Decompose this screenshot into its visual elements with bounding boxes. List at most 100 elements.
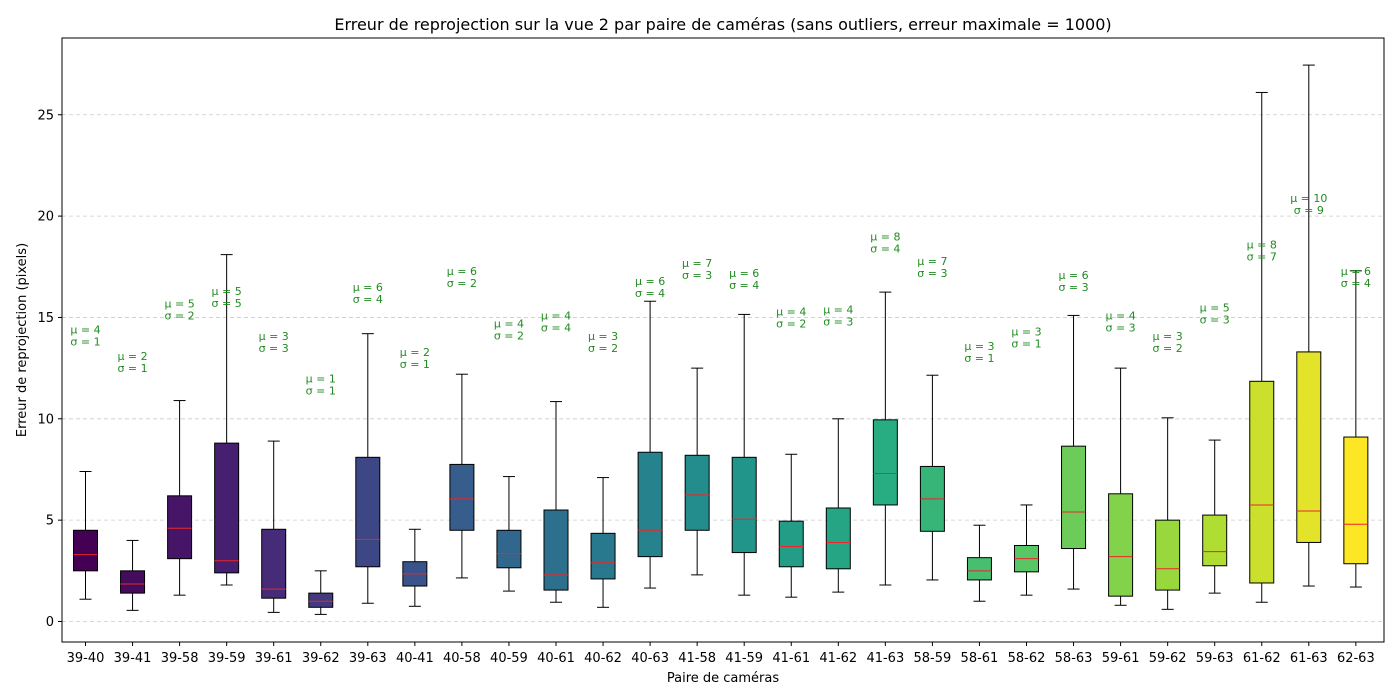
mean-label: μ = 6 [1058,269,1088,282]
x-tick-label: 40-62 [584,651,622,666]
mean-label: μ = 4 [70,324,100,337]
std-label: σ = 4 [541,322,571,335]
box-iqr [778,520,804,568]
box-39-62 [308,570,334,615]
x-tick-label: 41-63 [866,651,904,666]
box-iqr [966,557,992,581]
box-39-58 [167,400,193,596]
x-axis-label: Paire de caméras [667,671,779,686]
y-tick-label: 25 [37,108,54,123]
std-label: σ = 4 [729,279,759,292]
y-gridlines [62,114,1384,622]
mean-label: μ = 4 [823,303,853,316]
mean-label: μ = 4 [541,310,571,323]
box-iqr [1249,380,1275,584]
box-39-40 [73,471,98,600]
box-iqr [1108,493,1134,597]
mean-label: μ = 2 [117,350,147,363]
x-tick-label: 40-63 [631,651,669,666]
box-iqr [1155,519,1181,591]
x-tick-label: 39-61 [255,651,293,666]
x-tick-label: 39-59 [208,651,246,666]
x-tick-label: 59-63 [1196,651,1234,666]
box-iqr [214,442,240,574]
std-label: σ = 1 [70,336,100,349]
mean-label: μ = 4 [776,305,806,318]
mean-label: μ = 4 [1105,310,1135,323]
box-39-59 [214,254,240,586]
box-iqr [167,495,193,560]
x-tick-label: 58-59 [914,651,952,666]
std-label: σ = 1 [964,352,994,365]
box-41-59 [731,313,757,596]
x-axis: 39-40 39-41 39-58 39-59 39-61 39-62 39-63 40-41… [67,642,1375,666]
mean-label: μ = 4 [494,318,524,331]
box-61-63 [1296,64,1322,587]
box-iqr [449,463,475,531]
mean-label: μ = 3 [1153,330,1183,343]
mean-label: μ = 8 [1247,239,1277,252]
mean-label: μ = 3 [588,330,618,343]
y-tick-label: 0 [46,615,54,630]
x-tick-label: 41-61 [772,651,810,666]
box-58-62 [1014,504,1039,596]
box-iqr [684,454,710,531]
std-label: σ = 3 [1200,313,1230,326]
std-label: σ = 3 [259,342,289,355]
mean-label: μ = 1 [306,372,336,385]
x-tick-label: 40-61 [537,651,575,666]
box-iqr [308,592,334,608]
std-label: σ = 5 [212,297,242,310]
y-axis-label: Erreur de reprojection (pixels) [15,243,30,437]
x-tick-label: 59-61 [1102,651,1140,666]
box-41-58 [684,367,710,576]
box-58-63 [1061,314,1087,590]
box-iqr [637,451,663,558]
std-label: σ = 4 [353,293,383,306]
std-label: σ = 2 [776,317,806,330]
mean-label: μ = 6 [353,281,383,294]
y-tick-label: 20 [37,210,54,225]
box-41-63 [872,291,898,586]
y-tick-label: 5 [46,514,54,529]
std-label: σ = 1 [400,358,430,371]
x-tick-label: 39-41 [114,651,152,666]
x-tick-label: 41-58 [678,651,716,666]
std-label: σ = 2 [588,342,618,355]
boxes-layer [73,64,1369,615]
box-iqr [872,419,898,506]
box-59-63 [1202,439,1228,594]
box-40-41 [402,528,428,607]
box-iqr [120,570,146,594]
x-tick-label: 39-62 [302,651,340,666]
x-tick-label: 61-62 [1243,651,1281,666]
box-iqr [590,532,616,580]
x-tick-label: 40-41 [396,651,434,666]
box-iqr [731,456,757,554]
mean-label: μ = 6 [635,275,665,288]
box-iqr [543,509,569,591]
box-41-62 [825,418,851,593]
plot-area-frame [61,37,1385,643]
std-label: σ = 3 [1058,281,1088,294]
box-58-59 [919,374,945,581]
std-label: σ = 3 [823,315,853,328]
std-label: σ = 9 [1294,204,1324,217]
box-40-62 [590,477,616,608]
mean-label: μ = 3 [964,340,994,353]
std-label: σ = 2 [1153,342,1183,355]
box-59-62 [1155,417,1181,610]
std-label: σ = 1 [1011,338,1041,351]
mean-label: μ = 10 [1290,192,1327,205]
x-tick-label: 61-63 [1290,651,1328,666]
box-iqr [261,528,287,599]
mean-label: μ = 5 [212,285,242,298]
box-iqr [496,529,522,569]
std-label: σ = 2 [494,330,524,343]
std-label: σ = 2 [165,309,195,322]
mean-label: μ = 7 [917,255,947,268]
std-label: σ = 1 [117,362,147,375]
y-axis: 0 5 10 15 20 25 [37,108,62,630]
box-40-59 [496,476,522,592]
